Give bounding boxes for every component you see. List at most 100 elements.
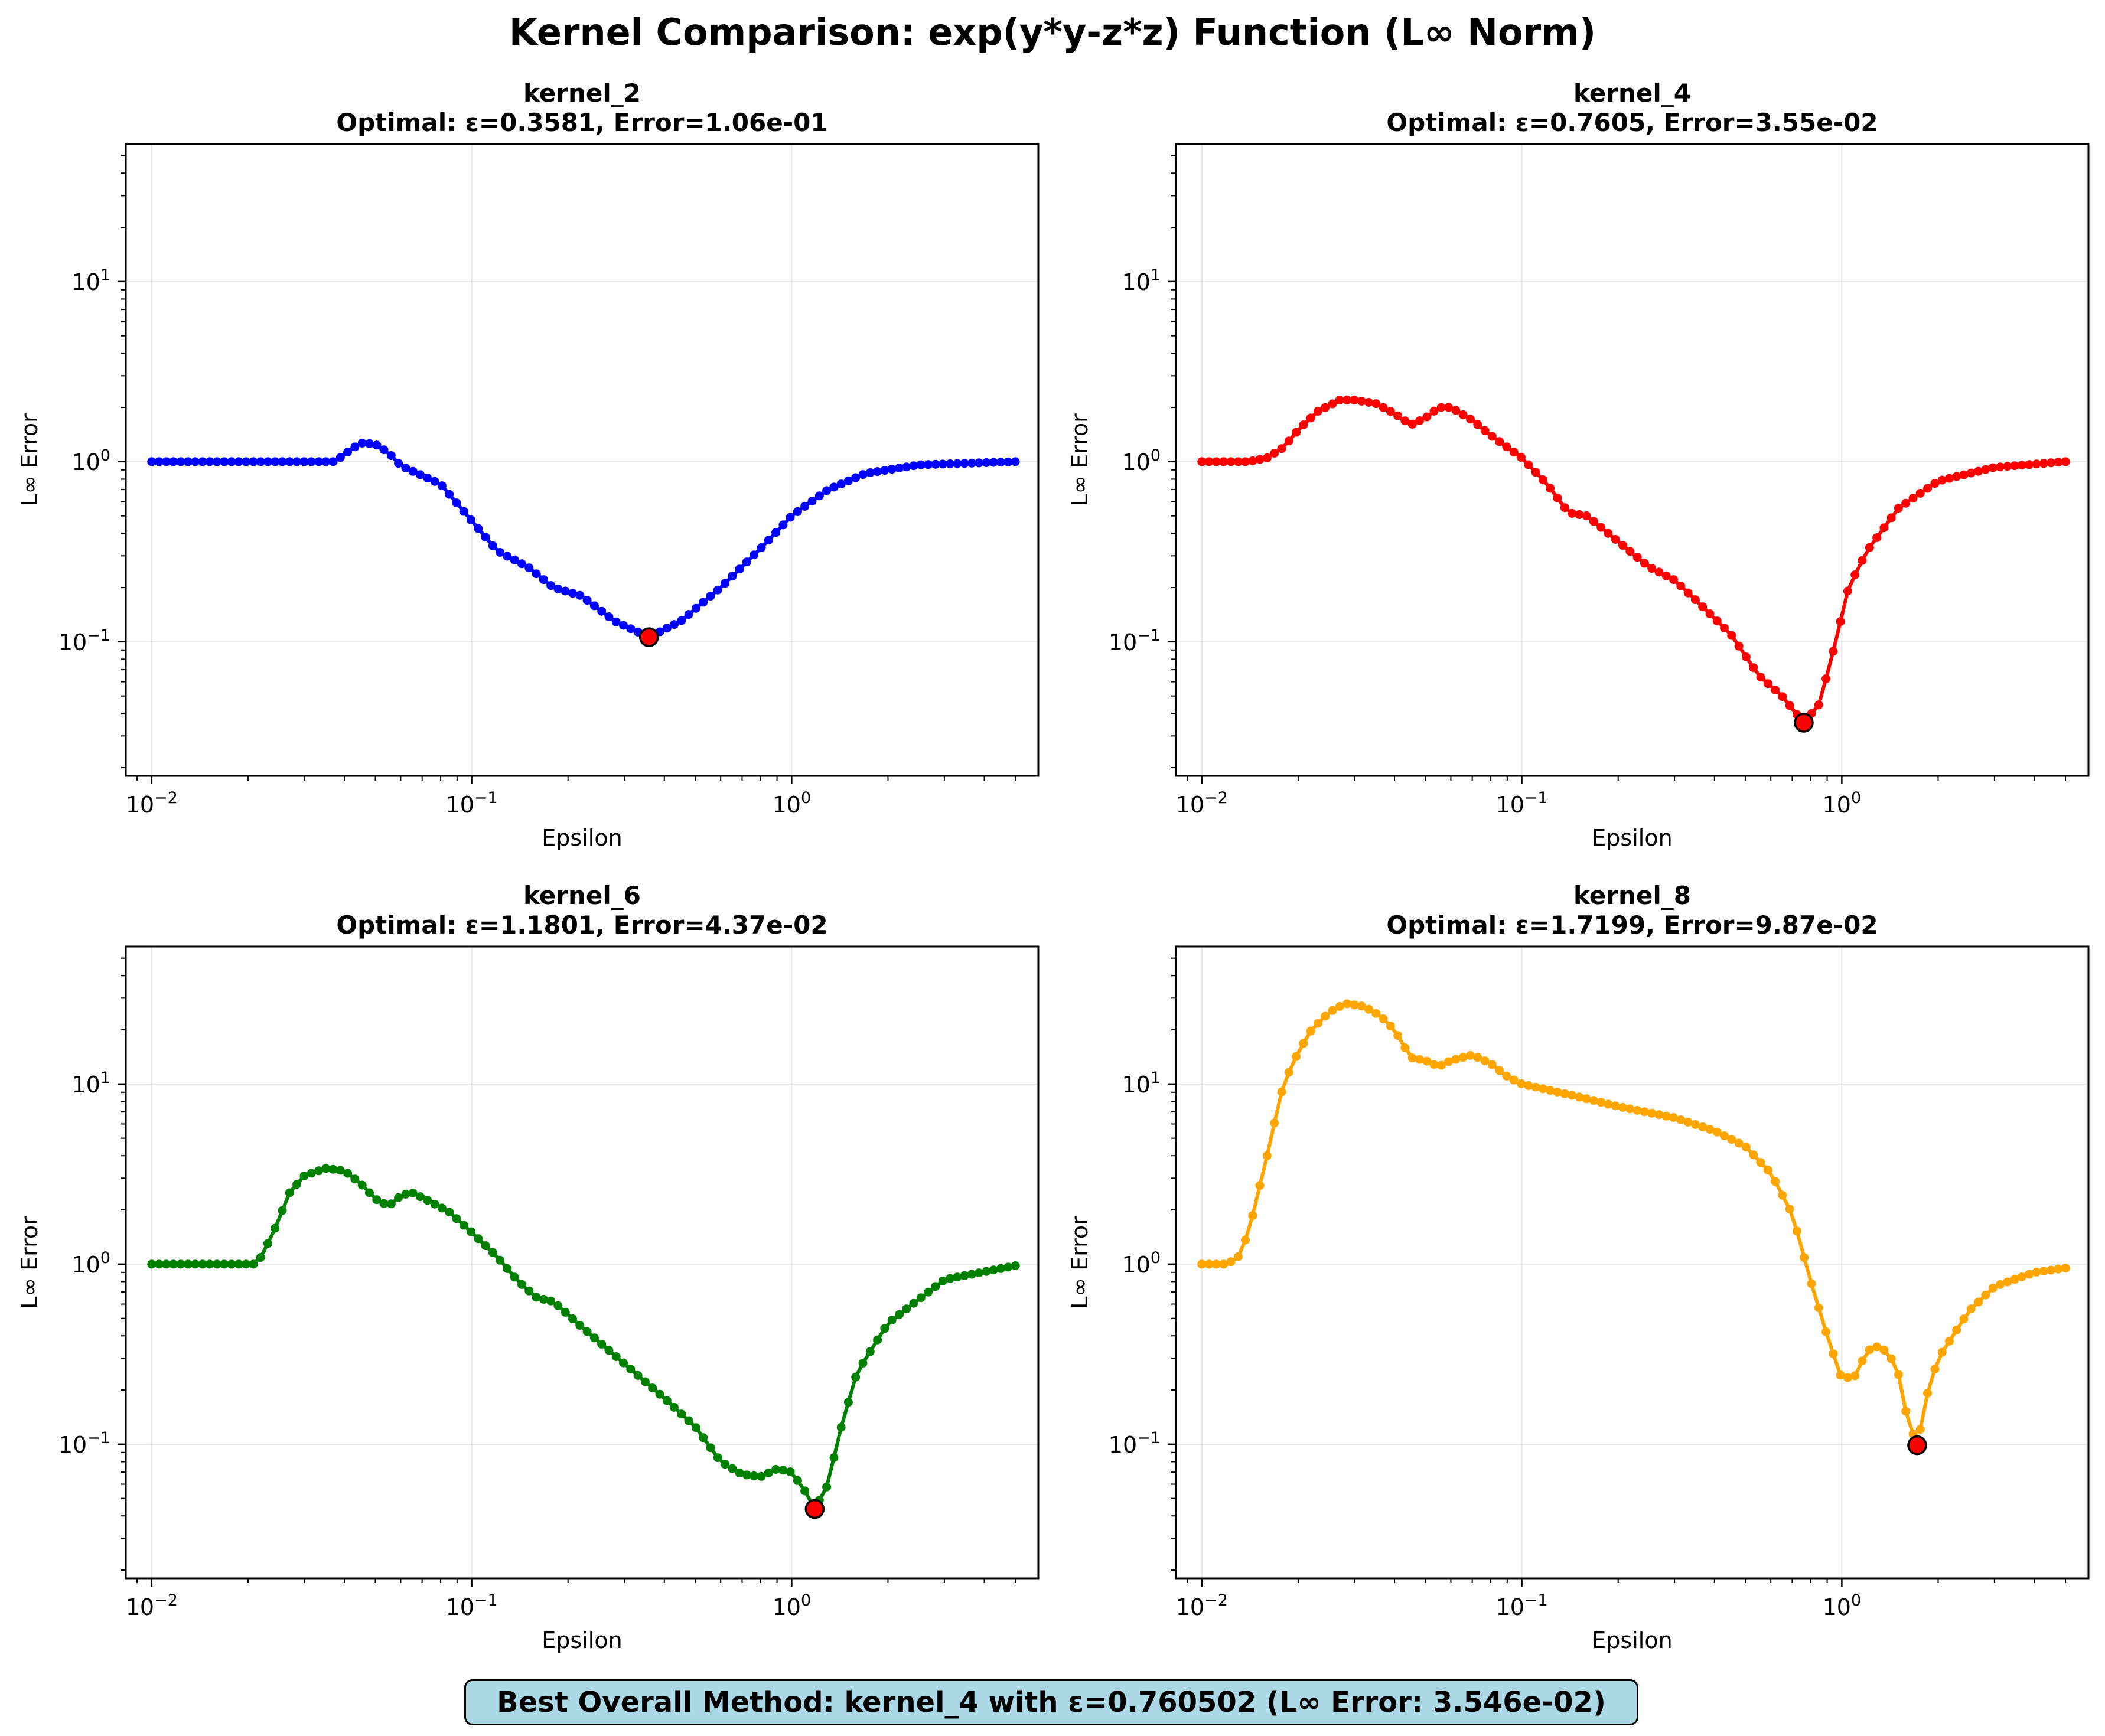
data-point (1270, 1118, 1279, 1128)
data-point (1546, 1086, 1555, 1095)
data-point (822, 486, 832, 495)
data-point (670, 620, 679, 629)
x-tick-label: 10−1 (446, 1591, 498, 1620)
data-point (887, 465, 897, 474)
data-point (524, 1286, 534, 1296)
data-point (394, 1193, 403, 1202)
data-point (256, 457, 265, 466)
data-point (982, 458, 991, 467)
data-point (1393, 1031, 1403, 1040)
data-point (582, 596, 592, 605)
data-point (1538, 1084, 1547, 1094)
data-point (1618, 1103, 1627, 1112)
data-point (154, 1259, 164, 1269)
data-point (1865, 543, 1874, 552)
data-point (1886, 513, 1896, 523)
data-point (1248, 456, 1257, 465)
data-point (916, 460, 926, 469)
data-point (750, 1471, 759, 1480)
data-point (1284, 1068, 1293, 1077)
data-point (1575, 1092, 1584, 1102)
data-point (1335, 1001, 1344, 1011)
data-point (271, 457, 280, 466)
optimal-marker (1907, 1435, 1927, 1456)
data-point (1328, 399, 1337, 409)
data-point (1908, 494, 1918, 503)
data-point (1219, 1259, 1229, 1269)
data-point (575, 1321, 585, 1330)
data-point (1204, 457, 1214, 466)
data-point (154, 457, 164, 466)
x-tick-label: 100 (773, 1591, 812, 1620)
data-point (1003, 457, 1013, 466)
data-point (2017, 1272, 2026, 1281)
data-point (1560, 503, 1569, 513)
data-point (807, 497, 817, 506)
data-point (2017, 461, 2026, 470)
data-point (582, 1327, 592, 1336)
data-point (496, 1255, 505, 1265)
data-point (350, 1174, 360, 1184)
data-point (1596, 523, 1606, 532)
data-point (278, 1206, 287, 1215)
data-point (960, 1271, 969, 1280)
data-point (1582, 1094, 1591, 1104)
data-point (1003, 1262, 1013, 1272)
data-point (401, 464, 410, 473)
data-point (1436, 403, 1446, 412)
x-tick-label: 10−2 (126, 789, 178, 818)
data-point (1930, 1365, 1940, 1374)
data-point (1313, 1019, 1322, 1028)
data-point (452, 498, 461, 508)
subplot-optimal-summary: Optimal: ε=1.7199, Error=9.87e-02 (1386, 911, 1878, 939)
data-point (1611, 1101, 1620, 1111)
data-point (212, 457, 221, 466)
data-point (1974, 466, 1983, 476)
data-point (691, 603, 700, 613)
data-point (662, 1396, 672, 1405)
data-point (975, 458, 984, 468)
data-point (880, 1324, 889, 1333)
data-point (909, 1298, 918, 1308)
data-point (1011, 457, 1020, 466)
data-point (713, 1453, 722, 1463)
data-point (423, 474, 432, 483)
data-point (1466, 415, 1475, 424)
data-point (1640, 559, 1649, 568)
data-point (1458, 1053, 1468, 1062)
data-point (764, 536, 773, 545)
data-point (1473, 1053, 1482, 1062)
data-point (249, 1259, 258, 1269)
data-point (1771, 686, 1780, 694)
data-point (1531, 1082, 1540, 1092)
data-point (568, 589, 577, 598)
data-point (1676, 582, 1686, 590)
data-point (1011, 1261, 1020, 1270)
data-point (161, 1259, 171, 1269)
data-point (1625, 547, 1635, 556)
data-point (1872, 1342, 1882, 1352)
data-point (1546, 484, 1555, 493)
data-point (2061, 457, 2070, 466)
data-point (836, 479, 846, 489)
data-point (314, 1166, 323, 1176)
data-point (220, 457, 229, 466)
data-point (1604, 528, 1613, 538)
data-point (365, 1188, 374, 1197)
subplot-title: kernel_2 (523, 79, 641, 107)
x-tick-label: 10−1 (1496, 1591, 1548, 1620)
data-point (357, 438, 367, 448)
data-point (750, 550, 759, 560)
axes-frame (1175, 945, 2090, 1580)
data-point (1959, 470, 1969, 479)
data-point (1589, 517, 1598, 526)
data-point (2061, 1264, 2070, 1273)
data-point (1560, 1089, 1569, 1098)
data-point (546, 581, 556, 590)
data-point (1843, 586, 1852, 596)
data-point (728, 572, 737, 581)
data-point (2047, 458, 2055, 468)
data-point (684, 1416, 693, 1425)
data-point (1632, 553, 1642, 562)
data-point (1821, 674, 1831, 683)
